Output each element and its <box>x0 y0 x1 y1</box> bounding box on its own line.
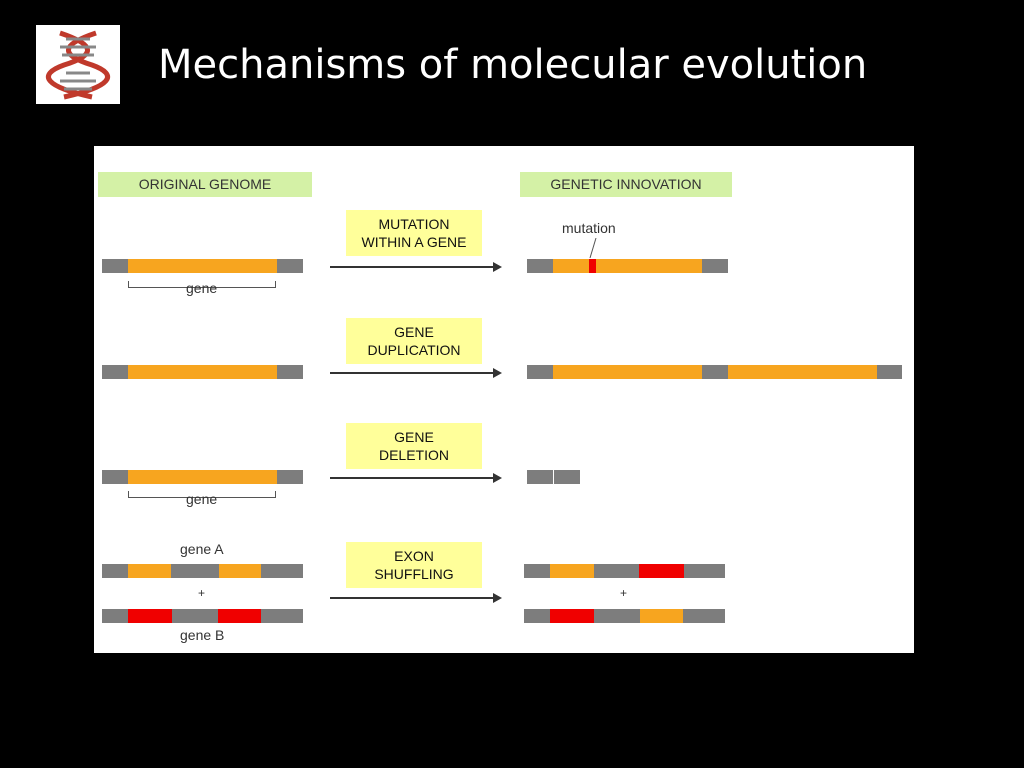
arrow-4 <box>330 593 502 603</box>
plus-sign-right: + <box>620 586 628 600</box>
original-gene-bar-2 <box>102 365 303 379</box>
gene-bracket-3 <box>128 491 276 498</box>
dna-helix-icon <box>36 25 120 104</box>
mutated-gene-bar <box>527 259 728 273</box>
label-mutation-within-gene: MUTATION WITHIN A GENE <box>346 210 482 256</box>
arrow-1 <box>330 262 502 272</box>
gene-a-bar <box>102 564 303 578</box>
shuffled-gene-bar-2 <box>524 609 725 623</box>
slide-title: Mechanisms of molecular evolution <box>158 42 868 88</box>
label-gene-deletion: GENE DELETION <box>346 423 482 469</box>
header-original-genome: ORIGINAL GENOME <box>98 172 312 197</box>
arrow-2 <box>330 368 502 378</box>
mutation-pointer-line <box>589 238 597 258</box>
mutation-label: mutation <box>562 220 616 236</box>
shuffled-gene-bar-1 <box>524 564 725 578</box>
label-exon-shuffling: EXON SHUFFLING <box>346 542 482 588</box>
molecular-evolution-diagram: ORIGINAL GENOME GENETIC INNOVATION MUTAT… <box>94 146 914 653</box>
arrow-3 <box>330 473 502 483</box>
label-gene-duplication: GENE DUPLICATION <box>346 318 482 364</box>
header-genetic-innovation: GENETIC INNOVATION <box>520 172 732 197</box>
gene-bracket-1 <box>128 281 276 288</box>
gene-label-3: gene <box>186 491 218 507</box>
plus-sign-left: + <box>198 586 206 600</box>
original-gene-bar-3 <box>102 470 303 484</box>
gene-b-label: gene B <box>180 627 225 643</box>
gene-label-1: gene <box>186 280 218 296</box>
gene-a-label: gene A <box>180 541 224 557</box>
duplicated-gene-bar <box>527 365 902 379</box>
deleted-gene-bar <box>527 470 580 484</box>
original-gene-bar-1 <box>102 259 303 273</box>
gene-b-bar <box>102 609 303 623</box>
